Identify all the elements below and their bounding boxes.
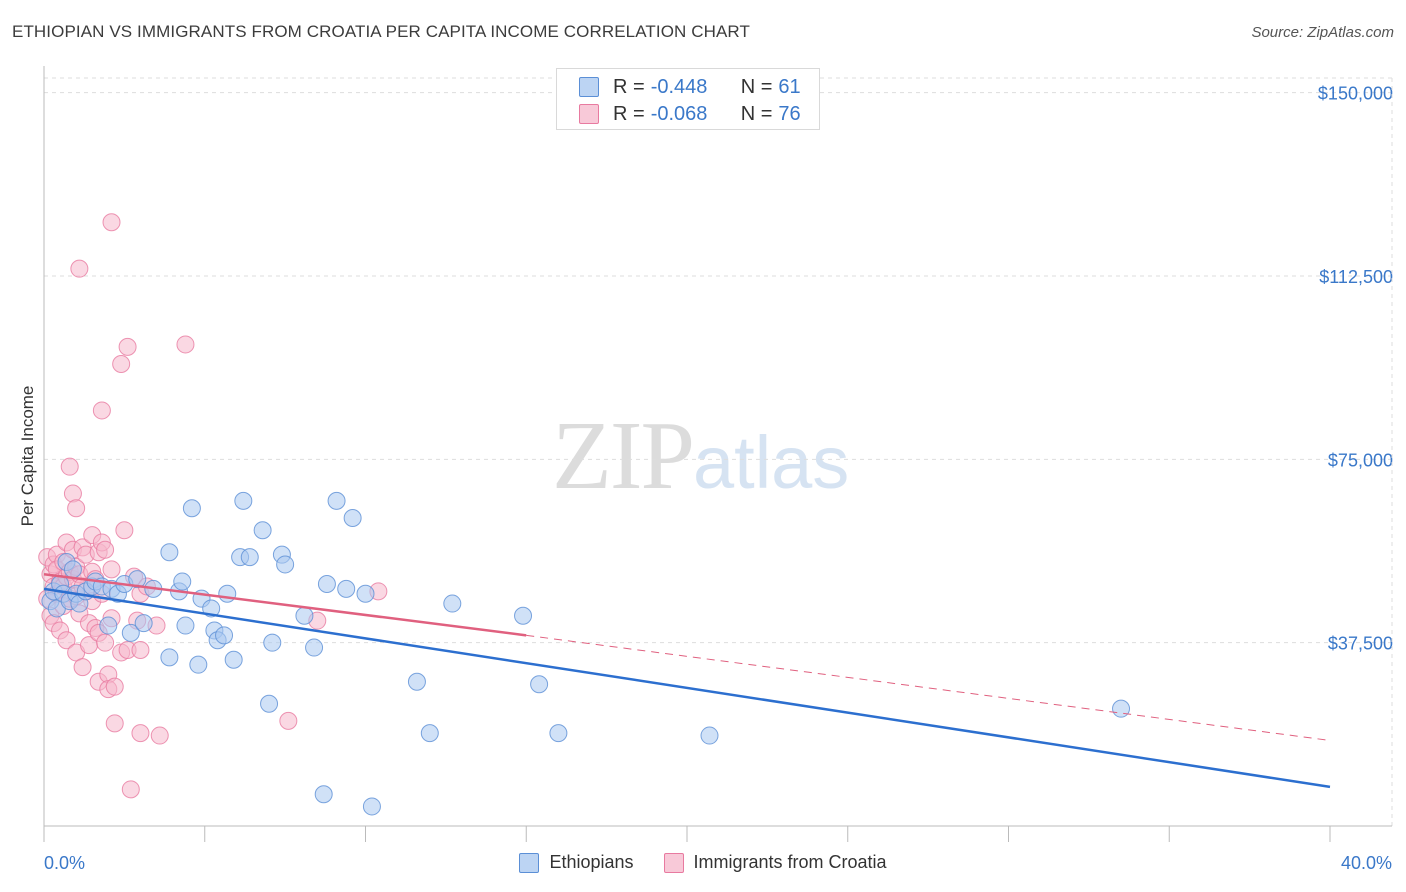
ethiopian-point bbox=[362, 797, 381, 816]
ethiopian-point bbox=[343, 509, 362, 527]
ethiopian-point bbox=[407, 672, 426, 691]
legend-swatch-pink bbox=[663, 852, 684, 873]
croatia-point bbox=[112, 355, 131, 373]
chart-title: ETHIOPIAN VS IMMIGRANTS FROM CROATIA PER… bbox=[12, 22, 750, 41]
ethiopian-point bbox=[295, 606, 314, 625]
legend-swatch-blue bbox=[519, 852, 540, 873]
ethiopian-point bbox=[356, 584, 375, 603]
watermark-zip: ZIP bbox=[552, 402, 695, 510]
x-tick-label: 0.0% bbox=[44, 853, 85, 873]
ethiopian-point bbox=[121, 623, 140, 642]
croatia-point bbox=[131, 641, 150, 659]
legend-r-value: -0.448 bbox=[650, 75, 708, 98]
ethiopian-point bbox=[260, 694, 279, 713]
ethiopian-point bbox=[134, 614, 153, 633]
legend-row-ethiopians: R = -0.448 N = 61 bbox=[579, 74, 801, 100]
croatia-trendline-extension bbox=[526, 634, 1331, 741]
y-tick-label: $75,000 bbox=[1328, 450, 1393, 470]
legend-swatch-pink bbox=[579, 104, 599, 124]
ethiopian-point bbox=[337, 579, 356, 598]
y-tick-label: $112,500 bbox=[1319, 267, 1393, 287]
ethiopian-point bbox=[253, 521, 272, 540]
ethiopian-point bbox=[420, 724, 439, 743]
ethiopian-point bbox=[443, 594, 462, 613]
legend-item-ethiopians[interactable]: Ethiopians bbox=[519, 852, 634, 873]
legend-label-ethiopians: Ethiopians bbox=[549, 852, 634, 872]
ethiopian-point bbox=[317, 575, 336, 593]
croatia-point bbox=[121, 780, 140, 799]
ethiopian-point bbox=[224, 650, 243, 669]
y-tick-label: $37,500 bbox=[1328, 634, 1393, 654]
ethiopian-point bbox=[160, 648, 179, 667]
croatia-point bbox=[96, 540, 115, 559]
source-label: Source: ZipAtlas.com bbox=[1251, 24, 1394, 41]
ethiopian-point bbox=[128, 570, 147, 589]
ethiopian-point bbox=[700, 726, 719, 745]
watermark: ZIPatlas bbox=[552, 400, 849, 512]
legend-n-label: N = bbox=[740, 102, 773, 125]
croatia-point bbox=[131, 724, 150, 743]
watermark-atlas: atlas bbox=[693, 421, 850, 504]
ethiopian-point bbox=[327, 491, 346, 510]
ethiopian-point bbox=[514, 606, 533, 625]
ethiopian-point bbox=[189, 655, 208, 674]
ethiopian-point bbox=[63, 560, 82, 579]
correlation-legend: R = -0.448 N = 61 R = -0.068 N = 76 bbox=[556, 68, 820, 130]
ethiopian-point bbox=[276, 555, 295, 574]
ethiopian-point bbox=[263, 633, 282, 652]
croatia-point bbox=[115, 521, 134, 540]
ethiopian-point bbox=[1112, 699, 1131, 718]
ethiopian-point bbox=[314, 785, 333, 804]
ethiopian-point bbox=[549, 724, 568, 743]
legend-r-value: -0.068 bbox=[650, 102, 708, 125]
croatia-point bbox=[60, 457, 79, 476]
ethiopian-point bbox=[234, 491, 253, 510]
ethiopian-point bbox=[173, 572, 192, 591]
croatia-point bbox=[63, 484, 82, 503]
legend-n-value: 61 bbox=[778, 75, 801, 98]
ethiopian-point bbox=[305, 638, 324, 657]
legend-item-croatia[interactable]: Immigrants from Croatia bbox=[663, 852, 887, 873]
ethiopian-point bbox=[240, 548, 259, 567]
x-tick-label: 40.0% bbox=[1341, 853, 1392, 873]
croatia-point bbox=[92, 401, 111, 420]
ethiopian-point bbox=[160, 543, 179, 562]
ethiopian-point bbox=[218, 584, 237, 603]
y-tick-label: $150,000 bbox=[1318, 84, 1393, 104]
legend-row-croatia: R = -0.068 N = 76 bbox=[579, 101, 801, 127]
legend-swatch-blue bbox=[579, 77, 599, 97]
croatia-point bbox=[279, 711, 298, 730]
croatia-point bbox=[176, 335, 195, 354]
ethiopian-point bbox=[182, 499, 201, 518]
croatia-point bbox=[70, 259, 89, 278]
ethiopian-point bbox=[202, 599, 221, 618]
croatia-point bbox=[102, 213, 121, 232]
croatia-point bbox=[105, 714, 124, 733]
croatia-point bbox=[150, 726, 169, 745]
ethiopian-point bbox=[530, 675, 549, 694]
ethiopian-trendline bbox=[43, 587, 1331, 789]
ethiopian-point bbox=[99, 616, 118, 635]
ethiopian-point bbox=[215, 626, 234, 645]
legend-r-label: R = bbox=[613, 75, 645, 98]
croatia-point bbox=[102, 560, 121, 579]
legend-r-label: R = bbox=[613, 102, 645, 125]
croatia-point bbox=[57, 631, 76, 650]
legend-label-croatia: Immigrants from Croatia bbox=[693, 852, 887, 872]
croatia-point bbox=[67, 499, 86, 518]
series-legend: Ethiopians Immigrants from Croatia bbox=[0, 852, 1406, 873]
ethiopian-point bbox=[176, 616, 195, 635]
croatia-trendline bbox=[43, 572, 527, 637]
croatia-point bbox=[96, 633, 115, 652]
croatia-point bbox=[118, 337, 137, 356]
croatia-point bbox=[73, 658, 92, 677]
legend-n-label: N = bbox=[740, 75, 773, 98]
legend-n-value: 76 bbox=[778, 102, 801, 125]
croatia-point bbox=[105, 677, 124, 696]
